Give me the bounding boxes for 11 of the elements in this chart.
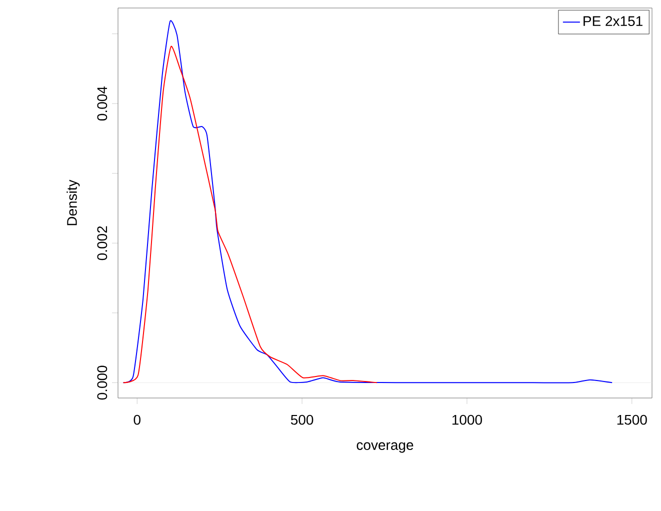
x-tick-label: 1000 — [452, 414, 482, 425]
y-axis-title: Density — [66, 180, 80, 226]
x-tick-label: 1500 — [617, 414, 647, 425]
x-tick-label: 500 — [290, 414, 314, 425]
x-tick-label: 0 — [134, 414, 140, 425]
y-tick-label: 0.000 — [97, 366, 108, 400]
x-axis-title: coverage — [356, 442, 414, 453]
y-tick-label: 0.002 — [97, 226, 108, 260]
line-series — [122, 46, 378, 384]
legend-label: PE 2x151 — [584, 16, 642, 26]
y-tick-label: 0.004 — [97, 86, 108, 121]
